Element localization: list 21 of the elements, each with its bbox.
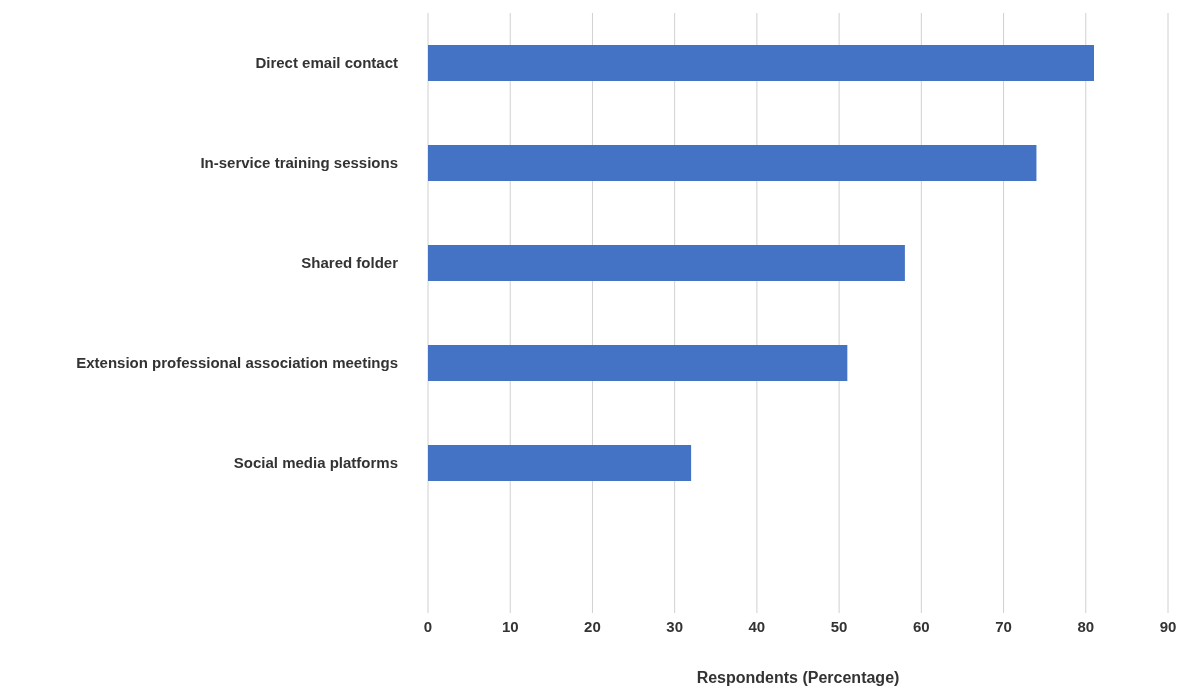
x-tick-label: 70 (995, 617, 1012, 635)
x-tick-label: 0 (423, 617, 433, 635)
y-tick-label: Extension professional association meetings (76, 354, 398, 372)
bar (428, 245, 905, 281)
y-tick-label: Direct email contact (255, 54, 398, 72)
bar (428, 145, 1037, 181)
x-tick-label: 40 (748, 617, 766, 635)
x-axis-title: Respondents (Percentage) (696, 669, 900, 686)
bar (428, 345, 848, 381)
y-tick-label: Social media platforms (233, 454, 398, 472)
x-tick-label: 30 (666, 617, 684, 635)
x-tick-label: 90 (1159, 617, 1177, 635)
x-tick-label: 50 (830, 617, 848, 635)
y-tick-label: In-service training sessions (200, 154, 398, 172)
x-tick-label: 10 (501, 617, 519, 635)
bar (428, 445, 692, 481)
x-tick-label: 60 (912, 617, 930, 635)
x-tick-label: 80 (1077, 617, 1095, 635)
x-tick-label: 20 (584, 617, 601, 635)
y-tick-label: Shared folder (301, 254, 399, 272)
bar (428, 45, 1094, 81)
